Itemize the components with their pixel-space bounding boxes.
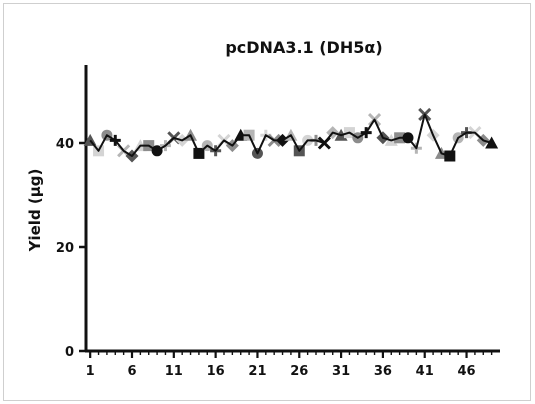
y-tick-label: 20 (56, 241, 74, 256)
y-axis-label: Yield (µg) (26, 169, 44, 253)
x-tick-label: 36 (374, 364, 392, 379)
x-tick-label: 46 (457, 364, 475, 379)
x-tick-label: 41 (416, 364, 434, 379)
x-tick-label: 1 (86, 364, 95, 379)
y-tick-label: 0 (65, 345, 74, 360)
x-tick-label: 31 (332, 364, 350, 379)
x-tick-label: 6 (127, 364, 136, 379)
axes (79, 65, 500, 358)
chart-frame (3, 3, 531, 401)
x-tick-label: 11 (165, 364, 183, 379)
chart-title: pcDNA3.1 (DH5α) (225, 38, 382, 57)
series-line-group (89, 113, 492, 157)
x-tick-label: 26 (290, 364, 308, 379)
x-tick-label: 21 (248, 364, 266, 379)
x-tick-label: 16 (207, 364, 225, 379)
series-line (89, 113, 492, 157)
y-tick-label: 40 (56, 137, 74, 152)
